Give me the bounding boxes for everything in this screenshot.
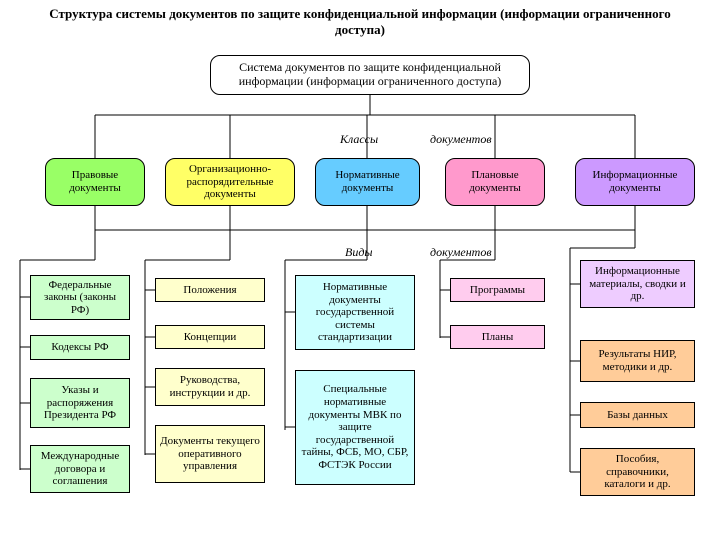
col5-d: Пособия, справочники, каталоги и др. [580,448,695,496]
col1-c: Указы и распоряжения Президента РФ [30,378,130,428]
col1-a: Федеральные законы (законы РФ) [30,275,130,320]
class-legal: Правовые документы [45,158,145,206]
page-title: Структура системы документов по защите к… [0,0,720,39]
class-norm: Нормативные документы [315,158,420,206]
col4-b: Планы [450,325,545,349]
col2-a: Положения [155,278,265,302]
label-docs1: документов [430,132,492,147]
col1-d: Международные договора и соглашения [30,445,130,493]
label-types: Виды [345,245,373,260]
col2-d: Документы текущего оперативного управлен… [155,425,265,483]
col2-b: Концепции [155,325,265,349]
class-info: Информационные документы [575,158,695,206]
col5-a: Информационные материалы, сводки и др. [580,260,695,308]
col3-b: Специальные нормативные документы МВК по… [295,370,415,485]
col5-c: Базы данных [580,402,695,428]
col3-a: Нормативные документы государственной си… [295,275,415,350]
class-org: Организационно-распорядительные документ… [165,158,295,206]
col5-b: Результаты НИР, методики и др. [580,340,695,382]
col2-c: Руководства, инструкции и др. [155,368,265,406]
label-classes: Классы [340,132,378,147]
col4-a: Программы [450,278,545,302]
label-docs2: документов [430,245,492,260]
root-box: Система документов по защите конфиденциа… [210,55,530,95]
class-plan: Плановые документы [445,158,545,206]
col1-b: Кодексы РФ [30,335,130,360]
